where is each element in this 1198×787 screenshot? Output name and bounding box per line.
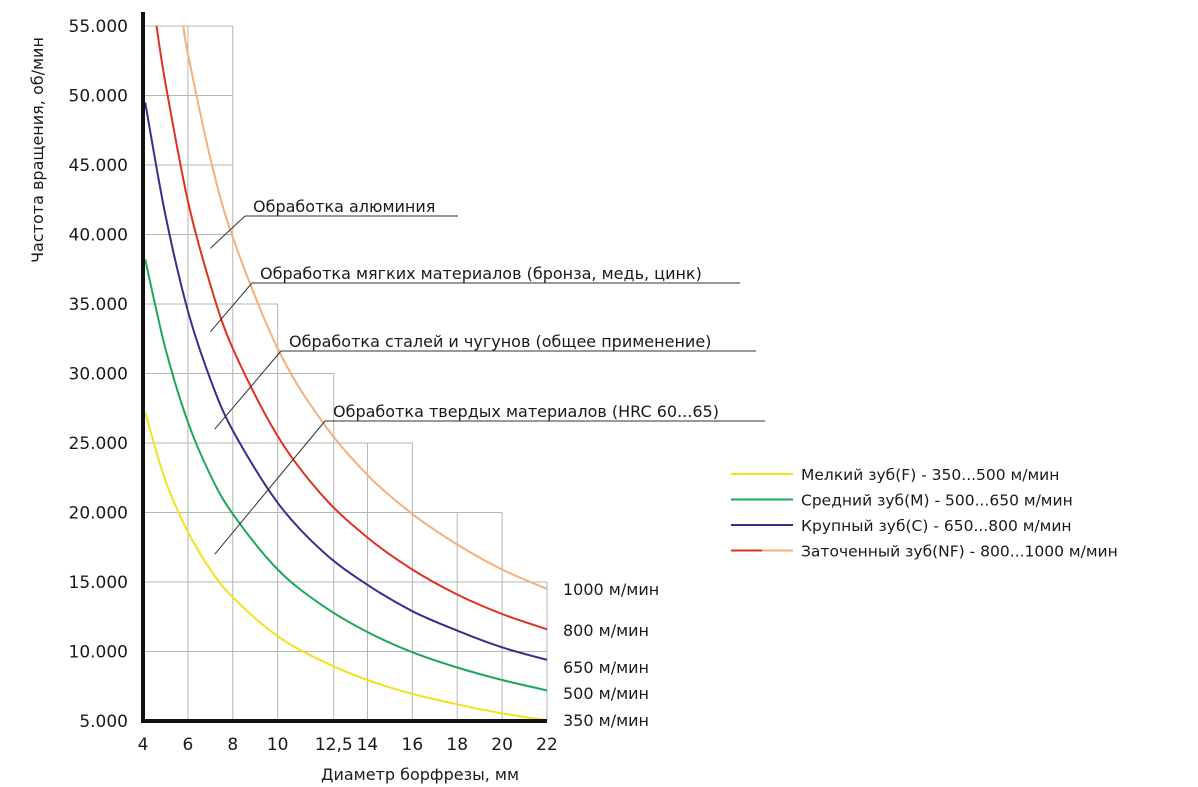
curve-end-labels: 350 м/мин 500 м/мин 650 м/мин 800 м/мин 1000…: [563, 580, 659, 730]
curves: [144, 25, 548, 722]
legend-label: Мелкий зуб(F) - 350...500 м/мин: [801, 466, 1059, 484]
y-tick-label: 35.000: [69, 295, 128, 315]
x-tick-label: 12,5: [315, 735, 353, 755]
y-tick-label: 25.000: [69, 434, 128, 454]
y-tick-label: 10.000: [69, 643, 128, 663]
grid: [143, 25, 548, 721]
x-axis-title: Диаметр борфрезы, мм: [321, 765, 519, 784]
annotation-label: Обработка мягких материалов (бронза, мед…: [260, 264, 702, 283]
x-tick-label: 8: [227, 735, 238, 755]
legend-label: Заточенный зуб(NF) - 800...1000 м/мин: [801, 543, 1118, 561]
x-tick-label: 6: [182, 735, 193, 755]
curve-end-label-800: 800 м/мин: [563, 621, 649, 640]
x-tick-label: 4: [138, 735, 149, 755]
annotation-label: Обработка алюминия: [253, 197, 435, 216]
y-tick-labels: 5.000 10.000 15.000 20.000 25.000 30.000 35.00…: [69, 17, 128, 732]
y-axis-title: Частота вращения, об/мин: [28, 37, 47, 263]
series-line-500: [144, 259, 548, 692]
series-line-650: [144, 102, 548, 661]
curve-end-label-500: 500 м/мин: [563, 684, 649, 703]
y-tick-label: 5.000: [79, 712, 128, 732]
annotation-leader: [209, 215, 246, 249]
curve-end-label-650: 650 м/мин: [563, 658, 649, 677]
x-tick-label: 22: [536, 735, 558, 755]
legend-label: Крупный зуб(C) - 650...800 м/мин: [801, 517, 1072, 535]
annotation-leader: [214, 420, 326, 555]
series-line-350: [144, 412, 548, 722]
x-tick-label: 14: [357, 735, 379, 755]
x-tick-labels: 4 6 8 10 12,5 14 16 18 20 22: [138, 735, 558, 755]
legend-label: Средний зуб(M) - 500...650 м/мин: [801, 492, 1073, 510]
y-tick-label: 40.000: [69, 226, 128, 246]
curve-end-label-1000: 1000 м/мин: [563, 580, 659, 599]
axes: [141, 12, 547, 723]
y-tick-label: 15.000: [69, 573, 128, 593]
annotation-label: Обработка твердых материалов (HRC 60...6…: [333, 402, 719, 421]
annotation-leader: [214, 350, 282, 430]
x-tick-label: 10: [267, 735, 289, 755]
legend: Мелкий зуб(F) - 350...500 м/мин Средний з…: [731, 466, 1118, 561]
annotation-label: Обработка сталей и чугунов (общее примен…: [289, 332, 711, 351]
x-tick-label: 20: [491, 735, 513, 755]
curve-end-label-350: 350 м/мин: [563, 711, 649, 730]
y-tick-label: 45.000: [69, 156, 128, 176]
annotation-leader: [209, 282, 253, 333]
y-tick-label: 50.000: [69, 87, 128, 107]
annotations: Обработка алюминия Обработка мягких матер…: [209, 197, 765, 555]
series-line-800: [155, 25, 548, 631]
series-line-1000: [182, 25, 548, 590]
x-tick-label: 18: [446, 735, 468, 755]
y-tick-label: 30.000: [69, 365, 128, 385]
y-tick-label: 55.000: [69, 17, 128, 37]
y-tick-label: 20.000: [69, 504, 128, 524]
x-tick-label: 16: [402, 735, 424, 755]
